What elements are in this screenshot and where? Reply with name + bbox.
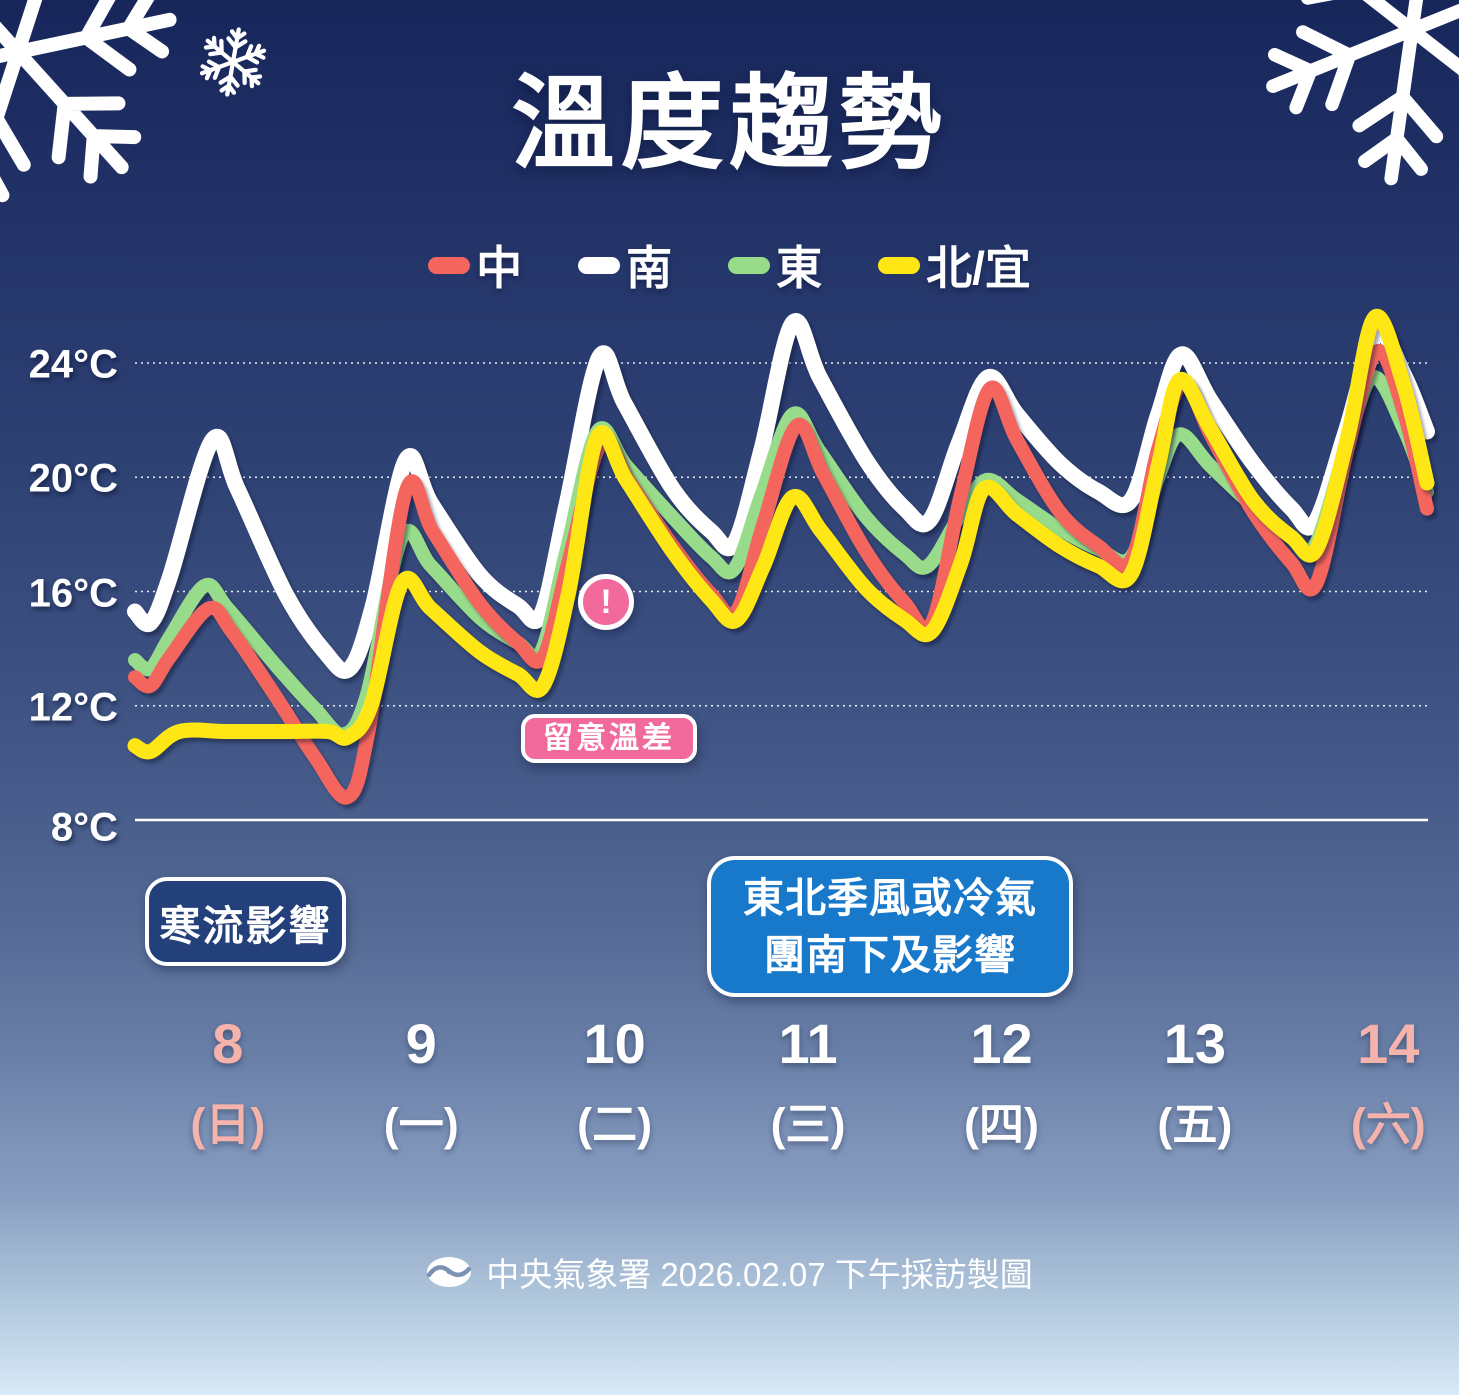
legend-swatch [878, 256, 921, 274]
y-axis-tick-label: 16°C [28, 571, 118, 615]
y-axis-labels: 24°C 20°C 16°C 12°C 8°C [0, 0, 118, 1395]
cold-surge-badge-text: 寒流影響 [159, 902, 332, 949]
alert-icon-glyph: ! [600, 583, 612, 621]
legend-item-東: 東 [728, 232, 822, 298]
monsoon-badge: 東北季風或冷氣 團南下及影響 [707, 856, 1073, 997]
page-title: 溫度趨勢 [511, 66, 948, 181]
legend-item-南: 南 [578, 232, 672, 298]
legend-label: 中 [476, 242, 523, 294]
cwa-logo-icon [427, 1257, 472, 1287]
legend-swatch [578, 256, 621, 274]
cold-surge-badge: 寒流影響 [145, 877, 346, 966]
monsoon-badge-line1: 東北季風或冷氣 [743, 874, 1037, 921]
legend-item-中: 中 [428, 232, 522, 298]
series-line-north-yilan [127, 308, 1435, 760]
legend-label: 南 [626, 242, 673, 294]
alert-icon: ! [578, 574, 634, 630]
legend-item-北/宜: 北/宜 [878, 232, 1031, 298]
y-axis-tick-label: 20°C [28, 456, 118, 501]
footer: 中央氣象署 2026.02.07 下午採訪製圖 [0, 1248, 1459, 1296]
y-axis-tick-label: 12°C [28, 685, 118, 730]
temp-diff-badge-text: 留意溫差 [543, 721, 675, 755]
temp-diff-badge: 留意溫差 [521, 714, 697, 763]
footer-text: 中央氣象署 2026.02.07 下午採訪製圖 [486, 1256, 1033, 1293]
legend-label: 北/宜 [926, 242, 1031, 294]
monsoon-badge-line2: 團南下及影響 [764, 931, 1016, 978]
legend-swatch [428, 256, 471, 274]
y-axis-tick-label: 8°C [50, 805, 118, 850]
chart-legend: 中 南 東 北/宜 [0, 232, 1459, 298]
legend-label: 東 [776, 242, 823, 294]
y-axis-tick-label: 24°C [28, 342, 118, 387]
series-line-south [127, 313, 1435, 679]
legend-swatch [728, 256, 771, 274]
